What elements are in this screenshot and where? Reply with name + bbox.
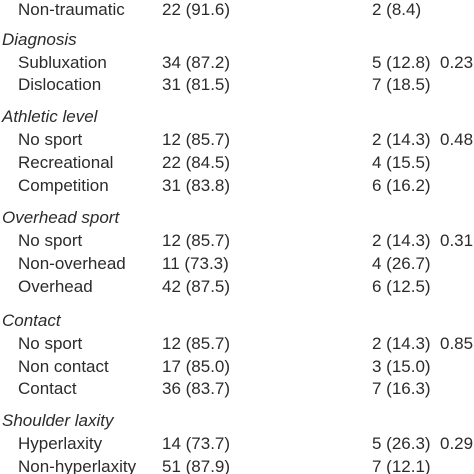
cell-group-1: 22 (91.6) bbox=[162, 0, 231, 19]
row-label: Subluxation bbox=[18, 53, 107, 72]
p-value: 0.23 bbox=[440, 53, 474, 72]
cell-group-2: 4 (26.7) bbox=[372, 254, 431, 273]
row-label: No sport bbox=[18, 130, 83, 149]
cell-group-2: 6 (12.5) bbox=[372, 277, 431, 296]
section-heading: Overhead sport bbox=[2, 208, 120, 227]
cell-group-1: 31 (81.5) bbox=[162, 75, 231, 94]
p-value: 0.48 bbox=[440, 130, 474, 149]
cell-group-1: 17 (85.0) bbox=[162, 357, 231, 376]
p-value: 0.31 bbox=[440, 231, 474, 250]
cell-group-1: 11 (73.3) bbox=[162, 254, 229, 273]
cell-group-2: 2 (14.3) bbox=[372, 334, 431, 353]
cell-group-1: 12 (85.7) bbox=[162, 231, 231, 250]
row-label: No sport bbox=[18, 334, 83, 353]
cell-group-1: 31 (83.8) bbox=[162, 176, 231, 195]
cell-group-2: 4 (15.5) bbox=[372, 153, 431, 172]
cell-group-2: 7 (18.5) bbox=[372, 75, 431, 94]
row-label: No sport bbox=[18, 231, 83, 250]
cell-group-2: 5 (12.8) bbox=[372, 53, 431, 72]
cell-group-1: 34 (87.2) bbox=[162, 53, 231, 72]
row-label: Non-hyperlaxity bbox=[18, 457, 137, 474]
row-label: Competition bbox=[18, 176, 109, 195]
row-label: Non contact bbox=[18, 357, 109, 376]
section-heading: Contact bbox=[2, 311, 61, 330]
p-value: 0.85 bbox=[440, 334, 474, 353]
row-label: Hyperlaxity bbox=[18, 434, 103, 453]
cell-group-1: 51 (87.9) bbox=[162, 457, 231, 474]
p-value: 0.29 bbox=[440, 434, 474, 453]
cell-group-1: 36 (83.7) bbox=[162, 379, 231, 398]
section-heading: Athletic level bbox=[2, 107, 98, 126]
cell-group-2: 6 (16.2) bbox=[372, 176, 431, 195]
cell-group-1: 12 (85.7) bbox=[162, 334, 231, 353]
row-label: Dislocation bbox=[18, 75, 102, 94]
row-label: Overhead bbox=[18, 277, 93, 296]
cell-group-1: 12 (85.7) bbox=[162, 130, 231, 149]
cell-group-1: 22 (84.5) bbox=[162, 153, 231, 172]
row-label: Recreational bbox=[18, 153, 114, 172]
cell-group-2: 2 (14.3) bbox=[372, 231, 431, 250]
cell-group-2: 7 (12.1) bbox=[372, 457, 431, 474]
cell-group-2: 3 (15.0) bbox=[372, 357, 431, 376]
cell-group-2: 2 (14.3) bbox=[372, 130, 431, 149]
cell-group-1: 14 (73.7) bbox=[162, 434, 231, 453]
section-heading: Diagnosis bbox=[2, 30, 77, 49]
cell-group-2: 5 (26.3) bbox=[372, 434, 431, 453]
row-label: Non-overhead bbox=[18, 254, 126, 273]
section-heading: Shoulder laxity bbox=[2, 411, 114, 430]
cell-group-2: 2 (8.4) bbox=[372, 0, 422, 19]
cell-group-1: 42 (87.5) bbox=[162, 277, 231, 296]
row-label: Contact bbox=[18, 379, 77, 398]
cell-group-2: 7 (16.3) bbox=[372, 379, 431, 398]
row-label: Non-traumatic bbox=[18, 0, 125, 19]
